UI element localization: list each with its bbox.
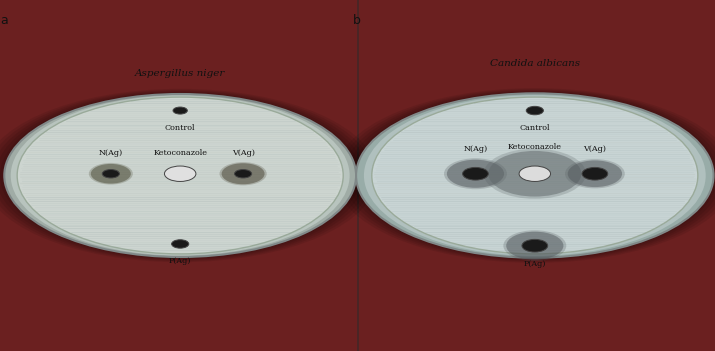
Ellipse shape <box>343 90 715 261</box>
Circle shape <box>503 230 566 261</box>
Ellipse shape <box>364 95 706 256</box>
Text: Aspergillus niger: Aspergillus niger <box>135 69 225 78</box>
Circle shape <box>447 160 504 188</box>
Ellipse shape <box>352 92 715 259</box>
Ellipse shape <box>0 89 378 262</box>
Circle shape <box>89 163 133 185</box>
Text: N(Ag): N(Ag) <box>99 149 123 157</box>
Circle shape <box>484 149 586 199</box>
Ellipse shape <box>0 91 369 260</box>
Text: Cantrol: Cantrol <box>520 124 550 132</box>
Circle shape <box>102 170 119 178</box>
Circle shape <box>235 170 252 178</box>
Circle shape <box>506 232 563 260</box>
Ellipse shape <box>356 93 714 258</box>
Ellipse shape <box>11 95 350 256</box>
Ellipse shape <box>339 89 715 262</box>
Circle shape <box>565 159 625 188</box>
Ellipse shape <box>0 90 373 261</box>
Text: V(Ag): V(Ag) <box>583 145 606 153</box>
Circle shape <box>526 106 543 115</box>
Circle shape <box>164 166 196 181</box>
Text: b: b <box>352 14 360 27</box>
Circle shape <box>91 164 131 184</box>
Circle shape <box>522 239 548 252</box>
Circle shape <box>173 107 187 114</box>
Ellipse shape <box>0 92 365 259</box>
Text: Ketoconazole: Ketoconazole <box>508 144 562 151</box>
Circle shape <box>519 166 551 181</box>
Text: N(Ag): N(Ag) <box>463 145 488 153</box>
Text: Candida albicans: Candida albicans <box>490 59 580 68</box>
Ellipse shape <box>347 91 715 260</box>
Circle shape <box>568 160 622 187</box>
Circle shape <box>488 151 581 197</box>
Text: Ketoconazole: Ketoconazole <box>153 149 207 157</box>
Text: V(Ag): V(Ag) <box>232 149 255 157</box>
Circle shape <box>582 167 608 180</box>
Text: P(Ag): P(Ag) <box>169 258 192 265</box>
Circle shape <box>172 240 189 248</box>
Circle shape <box>444 158 507 189</box>
Circle shape <box>463 167 488 180</box>
Circle shape <box>222 163 265 184</box>
Ellipse shape <box>17 97 343 254</box>
Text: a: a <box>1 14 9 27</box>
Circle shape <box>220 162 267 185</box>
Ellipse shape <box>335 88 715 263</box>
Ellipse shape <box>372 97 698 254</box>
Ellipse shape <box>0 93 360 258</box>
Text: P(Ag): P(Ag) <box>523 260 546 268</box>
Ellipse shape <box>4 94 356 257</box>
Text: Control: Control <box>165 124 195 132</box>
